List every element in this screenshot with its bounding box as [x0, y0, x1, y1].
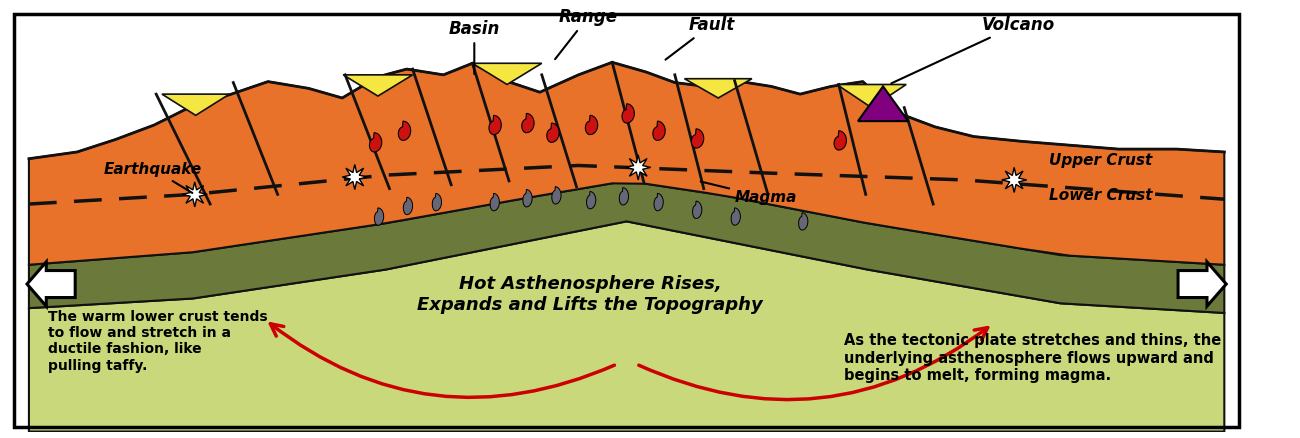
Polygon shape [1178, 262, 1226, 306]
Text: Range: Range [555, 8, 618, 59]
Polygon shape [547, 123, 559, 142]
Text: Hot Asthenosphere Rises,
Expands and Lifts the Topography: Hot Asthenosphere Rises, Expands and Lif… [417, 275, 763, 314]
FancyArrowPatch shape [638, 328, 988, 399]
Text: Upper Crust: Upper Crust [1049, 153, 1152, 168]
Polygon shape [29, 62, 1225, 265]
Polygon shape [693, 201, 702, 219]
Text: As the tectonic plate stretches and thins, the
underlying asthenosphere flows up: As the tectonic plate stretches and thin… [844, 333, 1221, 383]
Polygon shape [472, 63, 542, 85]
Polygon shape [858, 86, 909, 121]
Polygon shape [29, 221, 1225, 431]
Polygon shape [837, 85, 906, 108]
Text: Magma: Magma [701, 181, 797, 205]
Polygon shape [692, 129, 703, 148]
Polygon shape [29, 181, 1225, 313]
Polygon shape [490, 194, 499, 211]
Polygon shape [162, 94, 229, 115]
Polygon shape [433, 194, 442, 211]
Polygon shape [586, 191, 595, 209]
Polygon shape [625, 155, 651, 180]
Text: Volcano: Volcano [892, 16, 1054, 83]
Polygon shape [585, 115, 598, 134]
Polygon shape [1001, 167, 1027, 192]
Polygon shape [654, 194, 663, 211]
Polygon shape [685, 79, 751, 98]
Text: Lower Crust: Lower Crust [1049, 188, 1152, 203]
Polygon shape [523, 190, 532, 207]
FancyArrowPatch shape [270, 324, 615, 397]
Text: Earthquake: Earthquake [104, 162, 203, 193]
Polygon shape [551, 187, 562, 204]
Polygon shape [653, 121, 666, 141]
Polygon shape [27, 262, 75, 306]
Text: Basin: Basin [448, 20, 500, 74]
Polygon shape [731, 208, 741, 225]
Polygon shape [835, 131, 846, 150]
Polygon shape [369, 133, 382, 152]
Polygon shape [343, 75, 412, 96]
Text: Fault: Fault [666, 16, 734, 60]
Polygon shape [403, 197, 412, 215]
Polygon shape [182, 182, 207, 207]
Polygon shape [342, 165, 368, 190]
Polygon shape [619, 187, 629, 205]
Polygon shape [489, 115, 502, 134]
Polygon shape [621, 104, 634, 123]
Polygon shape [521, 113, 534, 133]
Polygon shape [374, 208, 384, 225]
Polygon shape [398, 121, 411, 141]
Polygon shape [798, 213, 807, 230]
Text: The warm lower crust tends
to flow and stretch in a
ductile fashion, like
pullin: The warm lower crust tends to flow and s… [48, 310, 268, 373]
